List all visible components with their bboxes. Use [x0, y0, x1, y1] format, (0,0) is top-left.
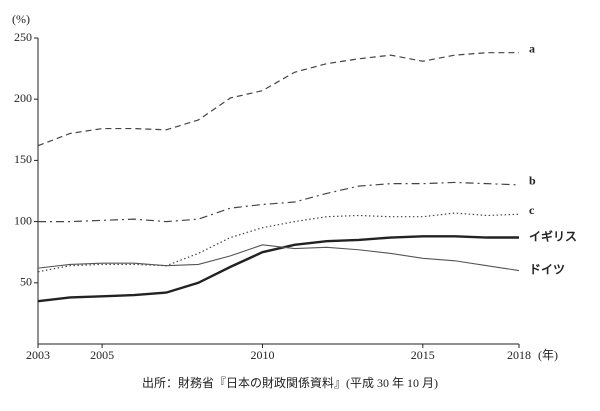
series-line — [37, 212, 520, 273]
x-tick-label: 2018 — [507, 348, 531, 362]
x-tick-label: 2003 — [26, 348, 50, 362]
source-note: 出所：財務省『日本の財政関係資料』(平成 30 年 10 月) — [142, 375, 438, 390]
series-label: イギリス — [529, 228, 577, 243]
y-tick-label: 50 — [20, 275, 32, 289]
y-axis-label: (%) — [12, 12, 30, 26]
series-line — [37, 235, 519, 303]
series-line — [37, 52, 519, 147]
y-tick-label: 250 — [14, 30, 32, 44]
series-line — [38, 181, 520, 223]
x-tick-label: 2015 — [411, 348, 435, 362]
series-label: ドイツ — [529, 262, 565, 276]
y-tick-label: 200 — [14, 91, 32, 105]
y-tick-label: 150 — [14, 152, 32, 166]
y-tick-label: 100 — [14, 213, 32, 227]
x-tick-label: 2005 — [90, 348, 114, 362]
series-line — [37, 244, 520, 272]
series-label: c — [529, 203, 535, 217]
series-label: a — [529, 41, 535, 55]
series-label: b — [529, 174, 536, 188]
x-axis-label: (年) — [538, 348, 558, 362]
x-tick-label: 2010 — [250, 348, 274, 362]
